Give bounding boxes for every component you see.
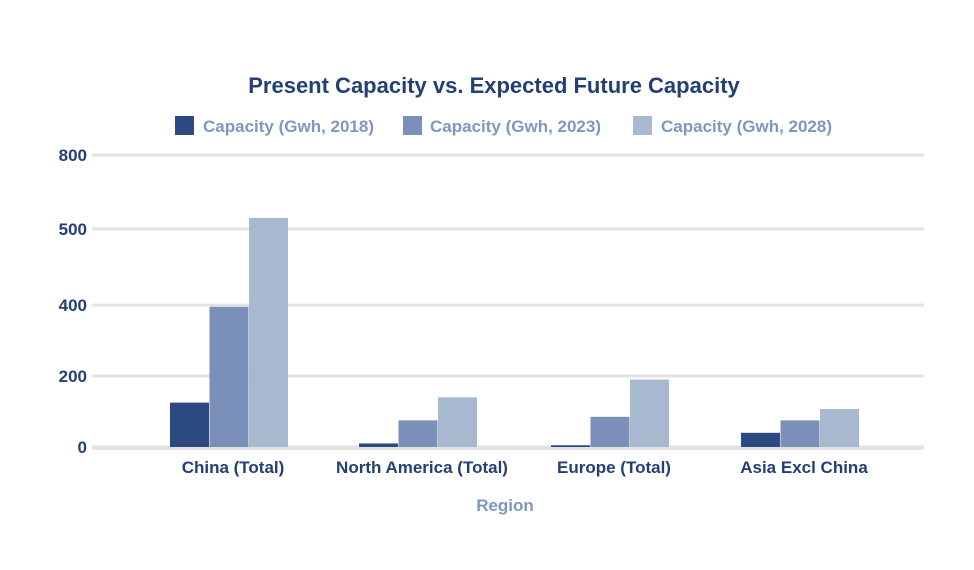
y-tick-label: 800 bbox=[59, 146, 87, 165]
bar bbox=[630, 379, 669, 447]
bar bbox=[741, 432, 780, 447]
x-category-label: Europe (Total) bbox=[557, 458, 671, 477]
y-tick-label: 500 bbox=[59, 220, 87, 239]
legend-swatch-2018 bbox=[175, 116, 194, 135]
bar bbox=[398, 420, 438, 447]
legend-item-2028: Capacity (Gwh, 2028) bbox=[633, 116, 832, 136]
bar bbox=[590, 416, 630, 447]
bar bbox=[359, 443, 398, 447]
y-tick-label: 400 bbox=[59, 296, 87, 315]
x-axis-title: Region bbox=[476, 496, 534, 515]
legend-swatch-2023 bbox=[403, 116, 422, 135]
bar bbox=[249, 217, 288, 447]
x-category-label: China (Total) bbox=[182, 458, 285, 477]
y-tick-label: 200 bbox=[59, 367, 87, 386]
bars bbox=[170, 217, 859, 447]
bar bbox=[780, 420, 820, 447]
y-axis-ticks: 0 200 400 500 800 bbox=[59, 146, 87, 457]
legend-item-2023: Capacity (Gwh, 2023) bbox=[403, 116, 601, 136]
bar bbox=[170, 402, 209, 447]
bar bbox=[820, 409, 859, 447]
y-tick-label: 0 bbox=[78, 438, 87, 457]
x-category-label: North America (Total) bbox=[336, 458, 508, 477]
legend: Capacity (Gwh, 2018) Capacity (Gwh, 2023… bbox=[175, 116, 832, 136]
bar bbox=[438, 397, 477, 447]
legend-item-2018: Capacity (Gwh, 2018) bbox=[175, 116, 374, 136]
legend-label-2018: Capacity (Gwh, 2018) bbox=[203, 117, 374, 136]
x-axis-categories: China (Total) North America (Total) Europe… bbox=[182, 458, 869, 477]
bar bbox=[551, 445, 590, 447]
chart-title: Present Capacity vs. Expected Future Cap… bbox=[248, 73, 740, 98]
legend-label-2023: Capacity (Gwh, 2023) bbox=[430, 117, 601, 136]
x-category-label: Asia Excl China bbox=[740, 458, 868, 477]
bar bbox=[209, 306, 249, 447]
legend-swatch-2028 bbox=[633, 116, 652, 135]
legend-label-2028: Capacity (Gwh, 2028) bbox=[661, 117, 832, 136]
